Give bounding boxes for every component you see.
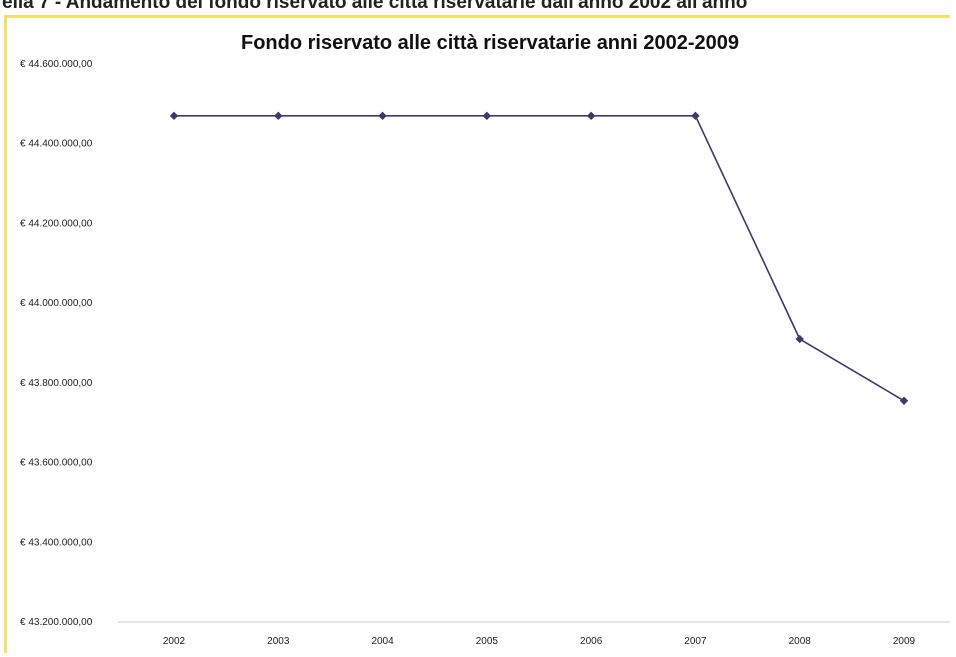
x-tick-label: 2006 xyxy=(580,636,603,647)
x-tick-label: 2002 xyxy=(163,636,186,647)
data-point xyxy=(691,111,700,121)
y-tick-label: € 44.200.000,00 xyxy=(20,218,93,229)
y-axis-tick-labels: € 43.200.000,00 € 43.400.000,00 € 43.600.0… xyxy=(20,59,93,628)
x-tick-label: 2009 xyxy=(893,636,916,647)
chart-title: Fondo riservato alle città riservatarie … xyxy=(241,32,739,54)
series-line xyxy=(174,115,905,402)
x-tick-label: 2005 xyxy=(476,636,499,647)
data-point xyxy=(899,396,909,405)
y-tick-label: € 43.200.000,00 xyxy=(20,617,93,628)
x-tick-label: 2007 xyxy=(684,636,707,647)
y-tick-label: € 43.800.000,00 xyxy=(20,378,93,389)
y-tick-label: € 43.400.000,00 xyxy=(20,537,93,548)
x-tick-label: 2003 xyxy=(267,636,290,647)
data-point xyxy=(378,111,387,121)
data-point xyxy=(482,111,492,121)
data-point xyxy=(274,111,283,121)
y-tick-label: € 44.400.000,00 xyxy=(20,139,93,150)
x-tick-label: 2008 xyxy=(789,636,812,647)
x-tick-label: 2004 xyxy=(371,636,394,647)
table-caption: ella 7 - Andamento del fondo riservato a… xyxy=(2,0,748,13)
y-tick-label: € 43.600.000,00 xyxy=(20,458,93,469)
y-tick-label: € 44.600.000,00 xyxy=(20,59,93,70)
data-point xyxy=(795,334,804,344)
chart-frame xyxy=(4,15,950,653)
data-point xyxy=(586,111,596,121)
data-point xyxy=(169,111,179,121)
series-markers xyxy=(169,111,909,405)
y-tick-label: € 44.000.000,00 xyxy=(20,298,93,309)
x-axis-tick-labels: 2002 2003 2004 2005 2006 2007 2008 2009 xyxy=(163,636,916,647)
